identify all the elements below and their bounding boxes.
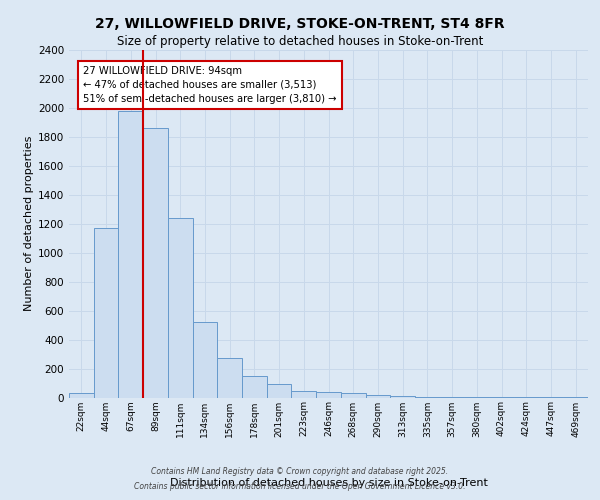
Bar: [94, 228, 118, 398]
Bar: [489, 397, 514, 398]
Text: Contains HM Land Registry data © Crown copyright and database right 2025.: Contains HM Land Registry data © Crown c…: [151, 467, 449, 476]
Y-axis label: Number of detached properties: Number of detached properties: [24, 136, 34, 312]
Text: Size of property relative to detached houses in Stoke-on-Trent: Size of property relative to detached ho…: [117, 35, 483, 48]
Text: 27 WILLOWFIELD DRIVE: 94sqm
← 47% of detached houses are smaller (3,513)
51% of : 27 WILLOWFIELD DRIVE: 94sqm ← 47% of det…: [83, 66, 337, 104]
Bar: [267, 384, 292, 398]
X-axis label: Distribution of detached houses by size in Stoke-on-Trent: Distribution of detached houses by size …: [170, 478, 487, 488]
Bar: [365, 394, 390, 398]
Bar: [217, 358, 242, 398]
Bar: [193, 322, 217, 398]
Bar: [464, 397, 489, 398]
Bar: [118, 111, 143, 398]
Bar: [390, 396, 415, 398]
Bar: [69, 393, 94, 398]
Bar: [168, 218, 193, 398]
Bar: [292, 391, 316, 398]
Text: Contains public sector information licensed under the Open Government Licence v3: Contains public sector information licen…: [134, 482, 466, 491]
Bar: [415, 397, 440, 398]
Bar: [440, 397, 464, 398]
Bar: [143, 128, 168, 398]
Bar: [341, 393, 365, 398]
Text: 27, WILLOWFIELD DRIVE, STOKE-ON-TRENT, ST4 8FR: 27, WILLOWFIELD DRIVE, STOKE-ON-TRENT, S…: [95, 18, 505, 32]
Bar: [242, 376, 267, 398]
Bar: [316, 392, 341, 398]
